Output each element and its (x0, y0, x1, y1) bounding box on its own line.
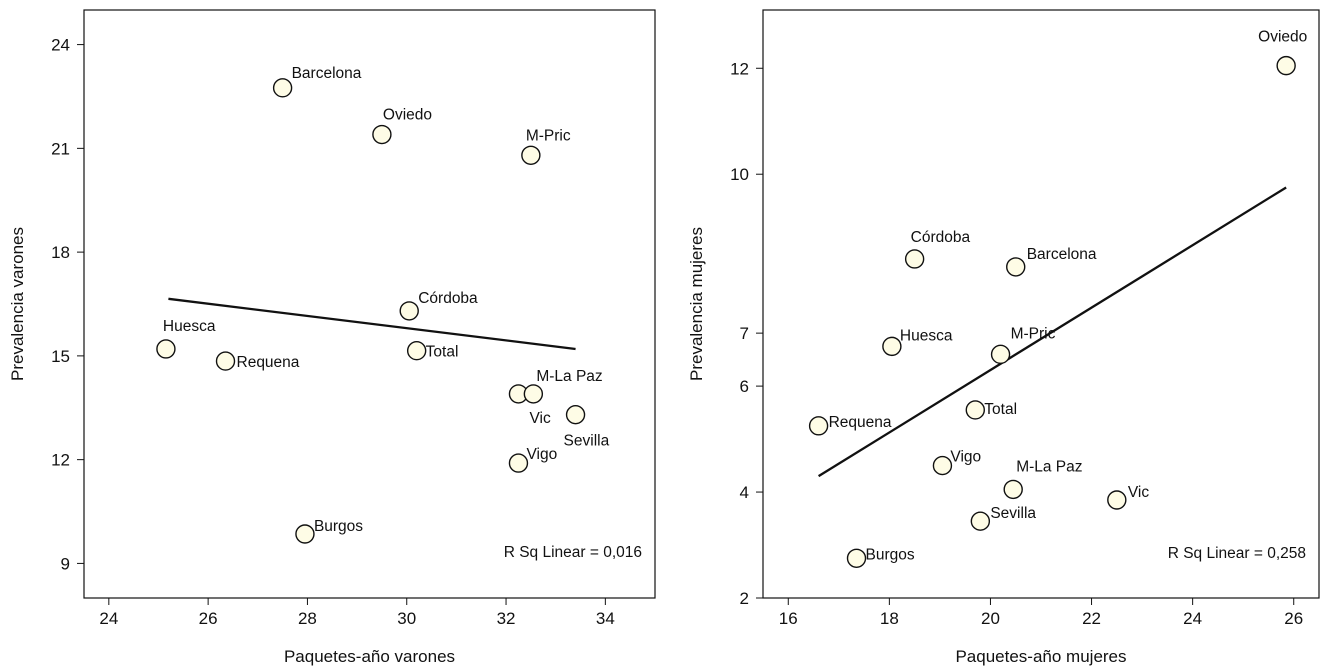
point-cordoba (399, 301, 419, 321)
x-tick-label: 24 (1183, 609, 1202, 628)
y-tick-label: 6 (740, 377, 749, 396)
point-label-huesca: Huesca (900, 327, 953, 344)
point-requena (808, 416, 829, 436)
x-axis-title: Paquetes-año varones (284, 647, 455, 666)
chart-women: Oviedo Córdoba Barcelona Huesca M-Pric Requen… (687, 9, 1320, 666)
point-total (965, 400, 985, 420)
point-label-cordoba: Córdoba (911, 229, 971, 246)
point-label-sevilla: Sevilla (564, 433, 610, 450)
x-ticks: 24 26 28 30 32 34 (99, 598, 615, 628)
point-burgos (846, 548, 867, 568)
point-requena (215, 351, 236, 371)
point-barcelona (272, 78, 293, 98)
x-tick-label: 28 (298, 609, 317, 628)
point-oviedo (1276, 55, 1296, 76)
y-axis-title: Prevalencia mujeres (687, 227, 706, 381)
point-label-burgos: Burgos (866, 546, 915, 563)
point-label-total: Total (984, 401, 1017, 418)
point-cordoba (904, 249, 925, 269)
x-tick-label: 32 (497, 609, 516, 628)
regression-line (817, 186, 1287, 478)
x-tick-label: 34 (596, 609, 615, 628)
point-total (406, 340, 427, 361)
x-tick-label: 26 (1284, 609, 1303, 628)
x-tick-label: 16 (779, 609, 798, 628)
point-huesca (156, 339, 176, 359)
y-tick-label: 7 (740, 324, 749, 343)
point-vigo (932, 455, 953, 476)
point-label-oviedo: Oviedo (383, 107, 432, 124)
point-label-barcelona: Barcelona (292, 65, 362, 82)
point-label-m-pric: M-Pric (526, 127, 571, 144)
point-sevilla (565, 404, 586, 425)
point-label-cordoba: Córdoba (418, 290, 478, 307)
y-axis-title: Prevalencia varones (8, 227, 27, 381)
point-m-la-paz (1003, 479, 1023, 500)
point-barcelona (1006, 257, 1026, 277)
x-ticks: 16 18 20 22 24 26 (779, 598, 1303, 628)
y-tick-label: 15 (51, 347, 70, 366)
point-label-sevilla: Sevilla (990, 505, 1036, 522)
point-burgos (295, 524, 315, 544)
point-oviedo (372, 124, 392, 145)
x-tick-label: 26 (199, 609, 218, 628)
y-tick-label: 18 (51, 243, 70, 262)
x-tick-label: 22 (1082, 609, 1101, 628)
chart-men: Barcelona Oviedo M-Pric Córdoba Huesca Requen… (8, 9, 656, 666)
x-tick-label: 24 (99, 609, 118, 628)
point-label-m-la-paz: M-La Paz (536, 368, 602, 385)
point-m-pric (521, 145, 541, 165)
point-sevilla (970, 511, 991, 531)
y-tick-label: 10 (730, 165, 749, 184)
y-ticks: 9 12 15 18 21 24 (51, 36, 84, 573)
y-tick-label: 24 (51, 36, 70, 55)
points-group: Barcelona Oviedo M-Pric Córdoba Huesca Requen… (156, 65, 610, 544)
fit-line-group (817, 186, 1287, 478)
point-label-vic: Vic (529, 410, 551, 427)
point-label-m-la-paz: M-La Paz (1016, 458, 1082, 475)
y-ticks: 2 4 6 7 10 12 (730, 59, 763, 608)
y-tick-label: 12 (730, 59, 749, 78)
point-huesca (882, 336, 902, 357)
r-squared-annotation: R Sq Linear = 0,016 (504, 544, 642, 561)
point-label-burgos: Burgos (314, 518, 363, 535)
y-tick-label: 12 (51, 451, 70, 470)
plot-frame (762, 9, 1320, 599)
point-m-pric (990, 344, 1011, 365)
point-label-m-pric: M-Pric (1011, 325, 1056, 342)
point-label-oviedo: Oviedo (1258, 29, 1307, 46)
y-tick-label: 9 (61, 554, 70, 573)
fit-line-group (168, 297, 576, 351)
x-tick-label: 30 (397, 609, 416, 628)
point-label-vigo: Vigo (526, 446, 557, 463)
point-label-vic: Vic (1128, 484, 1150, 501)
point-vic (1107, 490, 1127, 510)
point-label-barcelona: Barcelona (1027, 246, 1097, 263)
x-tick-label: 20 (981, 609, 1000, 628)
point-label-vigo: Vigo (950, 449, 981, 466)
point-vigo (508, 453, 529, 473)
plot-frame (83, 9, 656, 599)
y-tick-label: 21 (51, 139, 70, 158)
x-tick-label: 18 (880, 609, 899, 628)
point-label-total: Total (426, 344, 459, 361)
r-squared-annotation: R Sq Linear = 0,258 (1168, 545, 1306, 562)
point-label-requena: Requena (829, 414, 892, 431)
x-axis-title: Paquetes-año mujeres (955, 647, 1126, 666)
point-label-requena: Requena (237, 354, 300, 371)
regression-line (168, 297, 576, 351)
y-tick-label: 2 (740, 589, 749, 608)
point-m-la-paz (523, 384, 544, 404)
points-group: Oviedo Córdoba Barcelona Huesca M-Pric Requen… (808, 29, 1307, 568)
y-tick-label: 4 (740, 483, 749, 502)
point-label-huesca: Huesca (163, 318, 216, 335)
